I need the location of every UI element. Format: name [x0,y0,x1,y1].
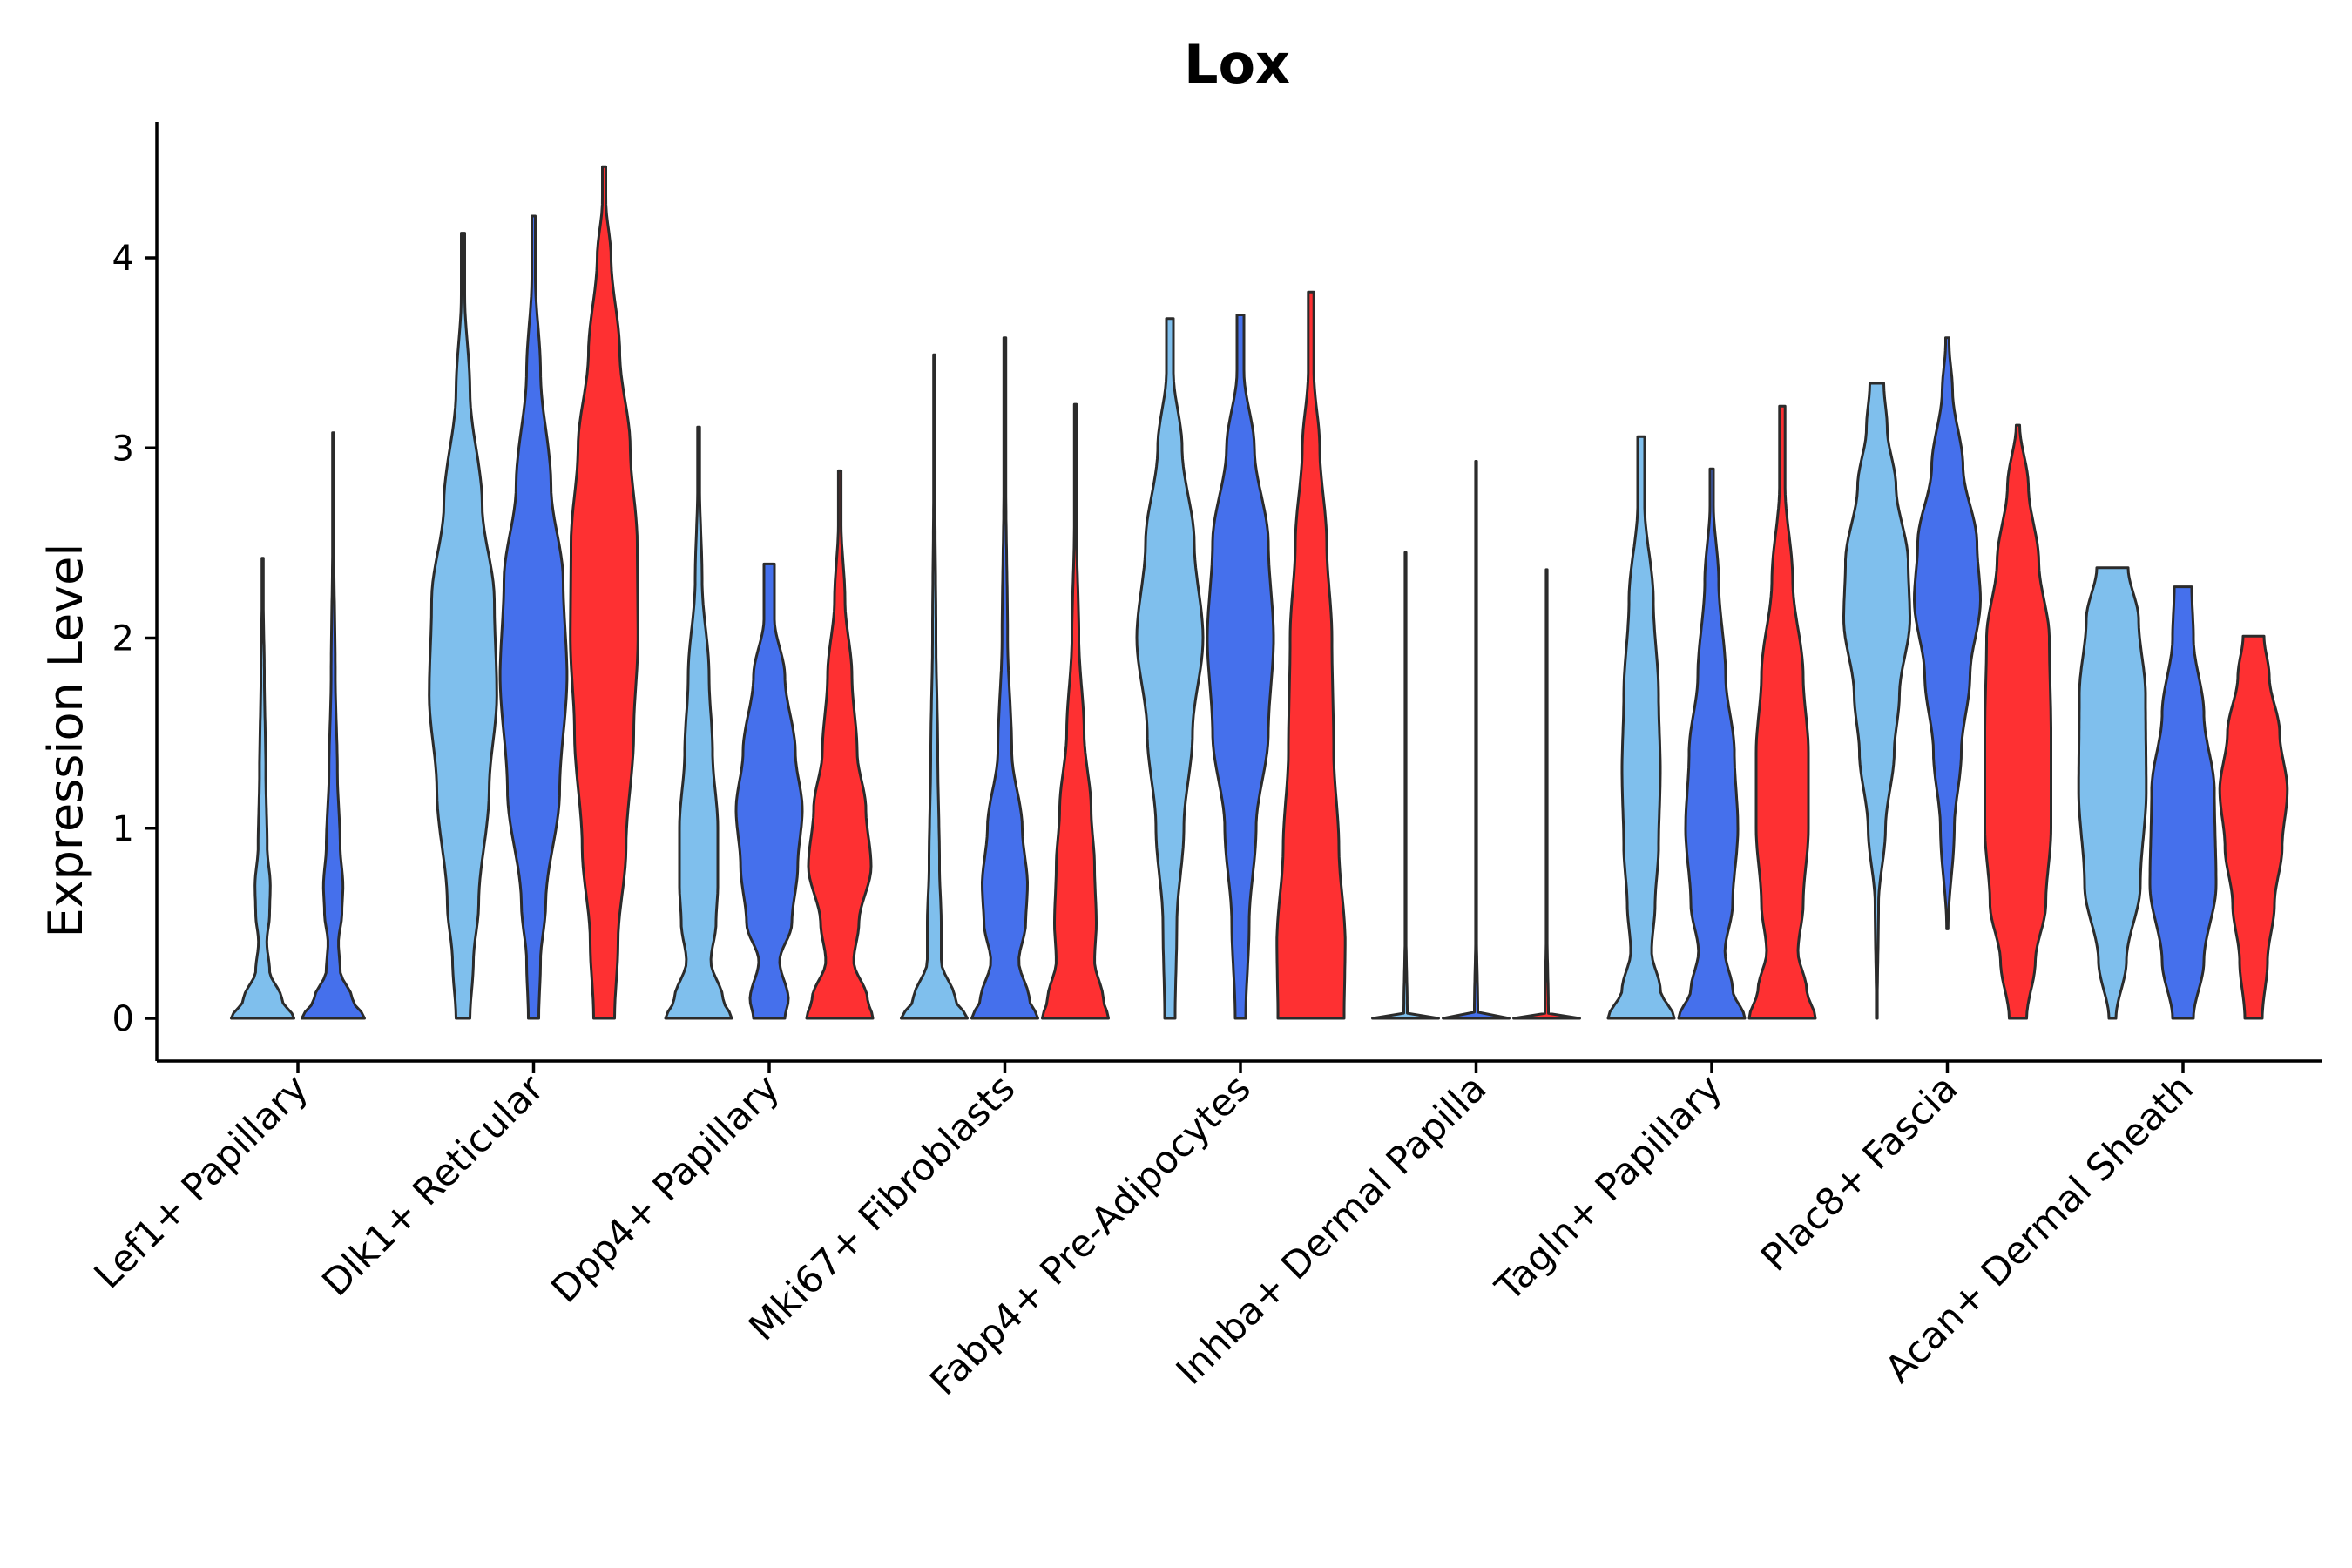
chart-title: Lox [1184,32,1290,96]
y-tick-label-4: 4 [112,239,134,279]
x-tick-label-8: Plac8+ Fascia [1753,1066,1966,1280]
violin-7-2 [1677,467,1747,1020]
violin-3-1 [664,425,733,1020]
violin-6-1 [1371,551,1440,1020]
violin-2-1 [428,232,498,1020]
x-tick-label-4: Mki67+ Fibroblasts [740,1066,1024,1349]
violin-8-1 [1842,382,1911,1020]
violin-3-3 [805,469,875,1020]
y-tick-label-2: 2 [112,619,134,659]
violins-layer [230,165,2289,1020]
violin-5-1 [1135,317,1205,1020]
violin-1-1 [230,557,295,1020]
violin-4-1 [900,353,969,1020]
violin-7-3 [1747,404,1817,1020]
violin-8-3 [1984,423,2052,1020]
violin-5-2 [1206,314,1275,1020]
violin-3-2 [734,562,804,1020]
violin-5-3 [1275,290,1347,1020]
x-tick-label-7: Tagln+ Papillary [1487,1066,1731,1310]
x-tick-label-3: Dpp4+ Papillary [544,1066,788,1311]
y-tick-label-0: 0 [112,999,134,1039]
violin-4-2 [970,336,1039,1020]
x-tick-label-2: Dlk1+ Reticular [314,1066,553,1305]
violin-9-1 [2077,566,2148,1020]
violin-1-2 [301,431,366,1020]
y-axis-label: Expression Level [38,544,93,938]
x-tick-label-1: Lef1+ Papillary [86,1066,317,1297]
violin-8-2 [1913,336,1982,930]
violin-9-3 [2218,634,2289,1020]
violin-4-3 [1041,402,1110,1020]
violin-6-3 [1512,568,1581,1020]
y-tick-label-1: 1 [112,809,134,849]
violin-2-3 [569,165,639,1020]
y-tick-label-3: 3 [112,429,134,469]
violin-7-1 [1606,435,1676,1020]
violin-6-2 [1442,460,1511,1020]
violin-9-2 [2148,585,2218,1020]
violin-2-2 [498,214,569,1020]
